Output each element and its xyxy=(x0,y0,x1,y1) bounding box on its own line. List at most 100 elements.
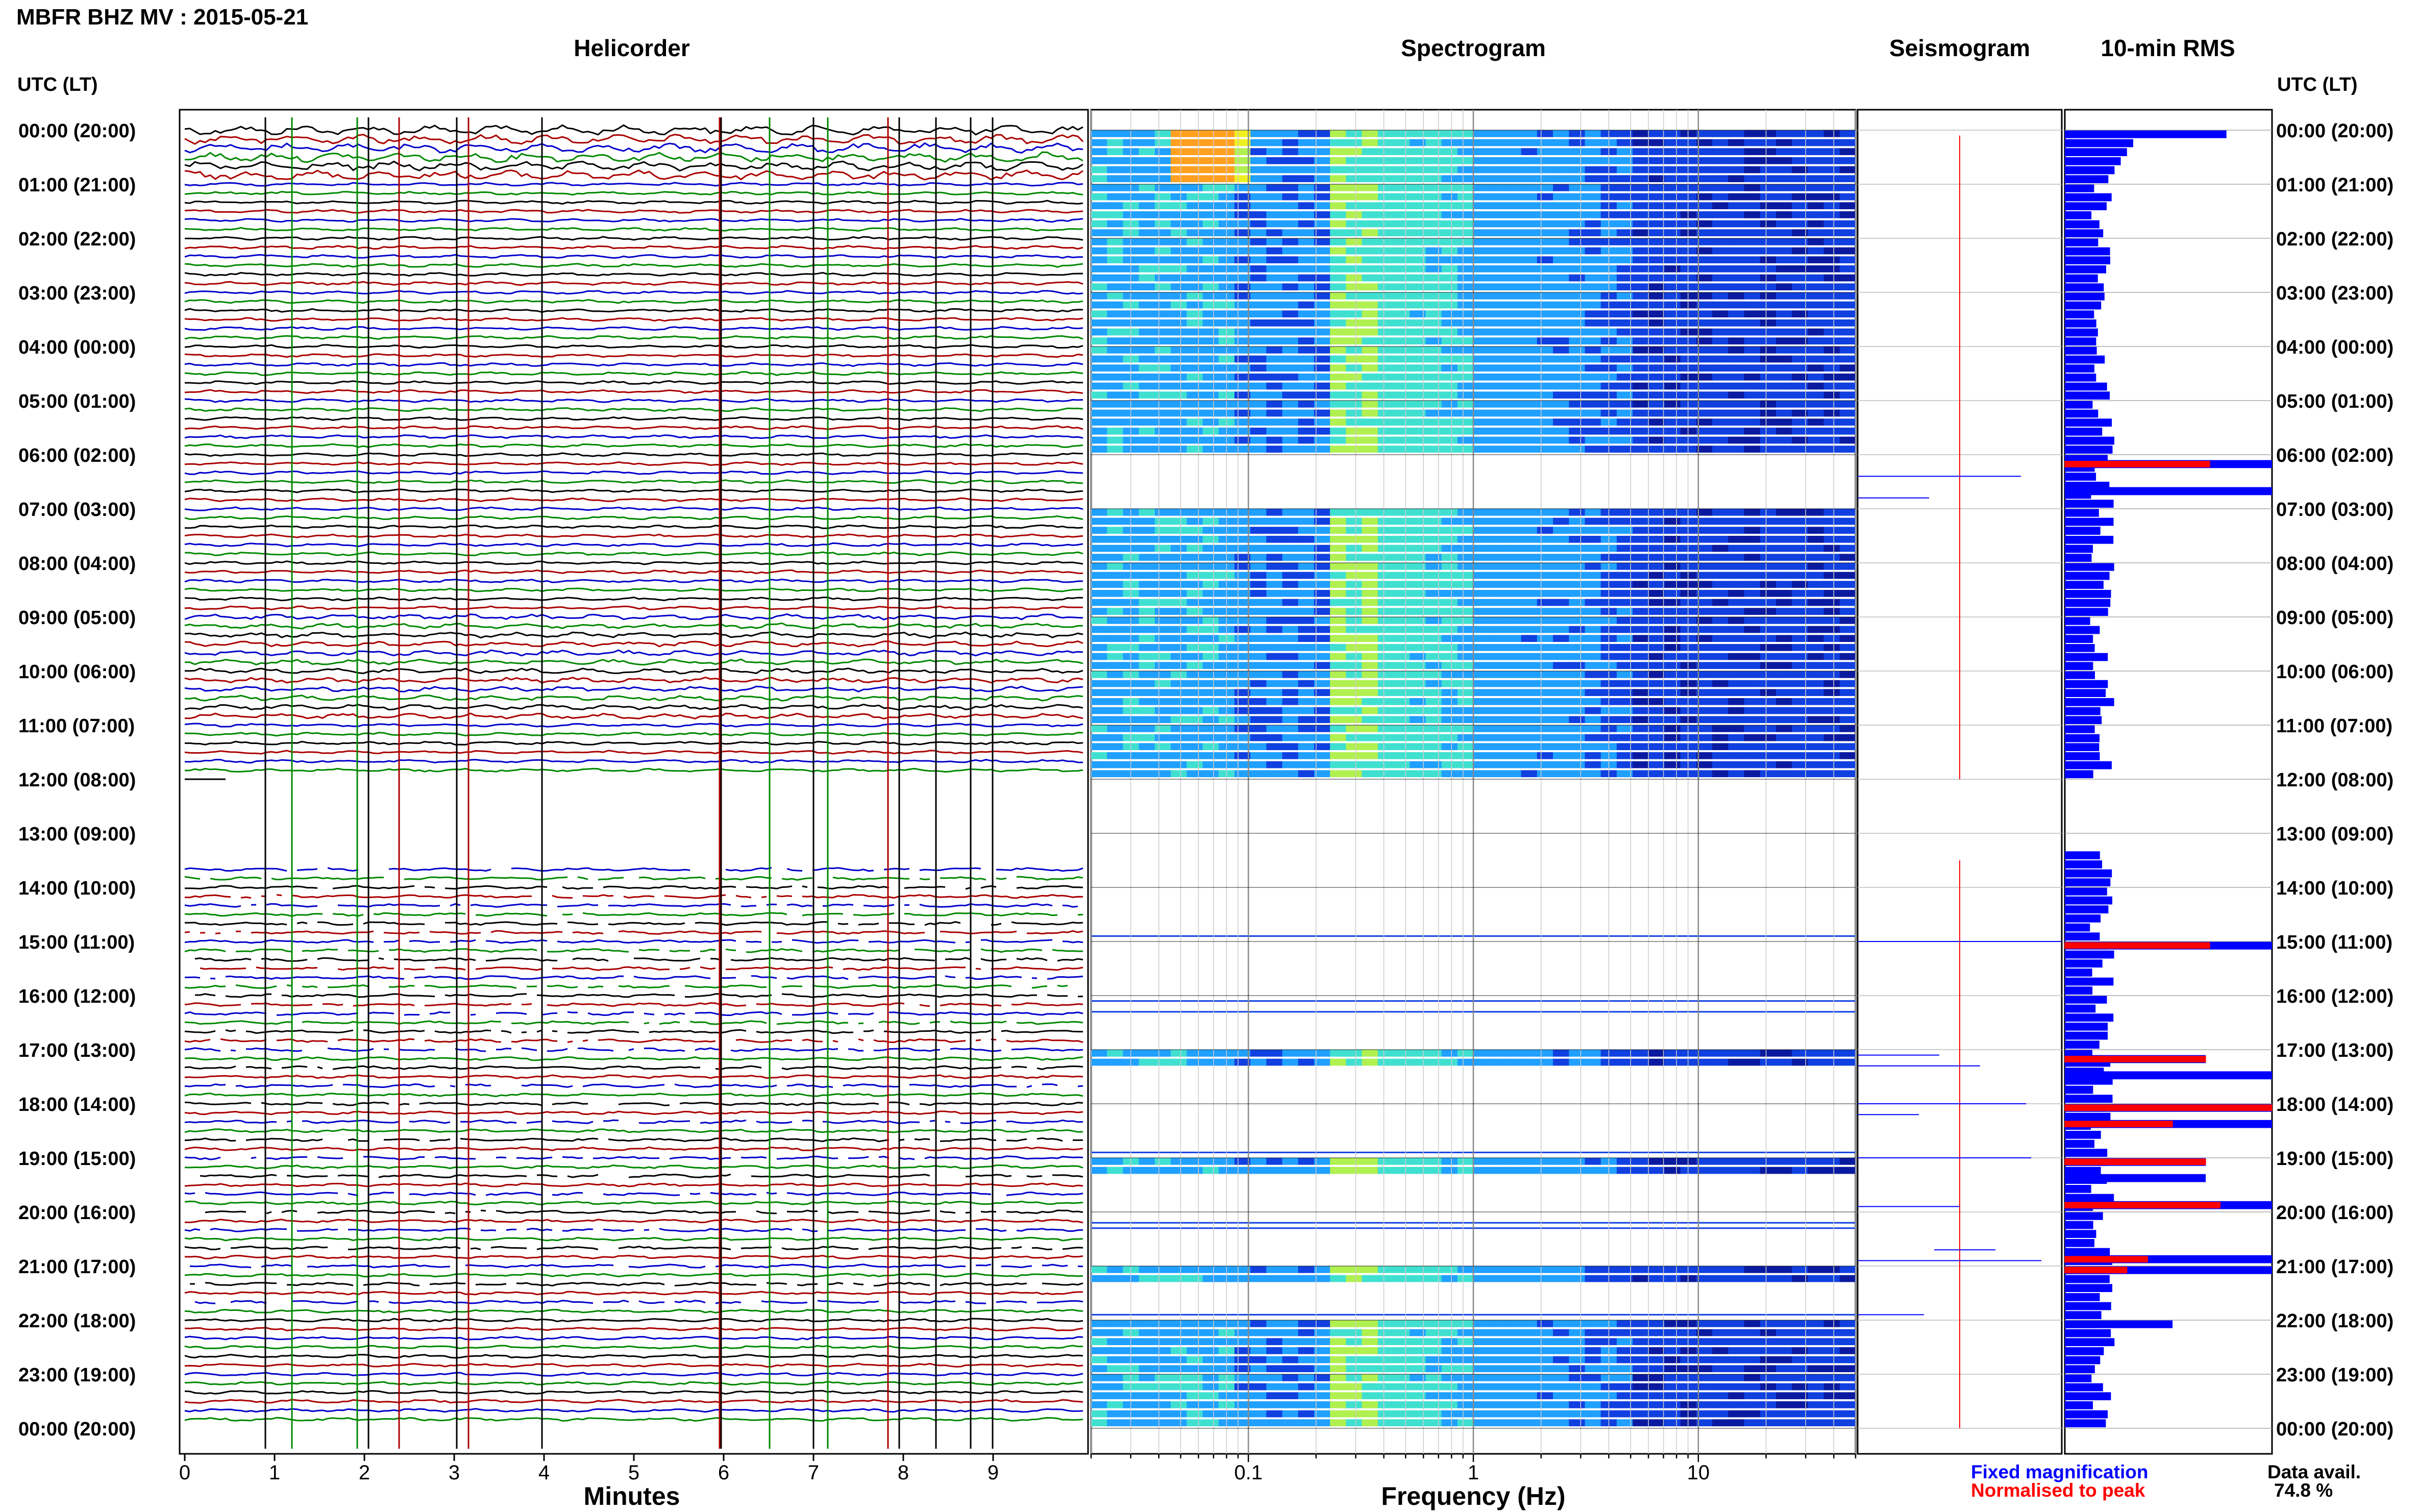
spectrogram-cell xyxy=(1585,247,1601,255)
spectrogram-cell xyxy=(1776,1410,1792,1418)
spectrogram-cell xyxy=(1314,401,1330,408)
spectrogram-cell xyxy=(1394,770,1410,777)
spectrogram-cell xyxy=(1171,310,1187,317)
spectrogram-cell xyxy=(1744,761,1761,769)
spectrogram-cell xyxy=(1823,617,1840,624)
spectrogram-cell xyxy=(1537,445,1553,453)
spectrogram-cell xyxy=(1823,725,1840,732)
spectrogram-cell xyxy=(1792,590,1809,597)
spectrogram-cell xyxy=(1425,301,1442,309)
spectrogram-cell xyxy=(1362,184,1378,191)
spectrogram-cell xyxy=(1616,590,1633,597)
spectrogram-cell xyxy=(1839,1058,1856,1066)
spectrogram-cell xyxy=(1298,1266,1315,1273)
spectrogram-cell xyxy=(1760,689,1776,696)
spectrogram-cell xyxy=(1187,346,1203,354)
spectrogram-cell xyxy=(1473,436,1490,444)
spectrogram-cell xyxy=(1123,274,1140,282)
spectrogram-cell xyxy=(1154,238,1171,245)
spectrogram-cell xyxy=(1808,247,1824,255)
spectrogram-cell xyxy=(1394,626,1410,633)
spectrogram-cell xyxy=(1425,743,1442,750)
spectrogram-cell xyxy=(1314,1419,1330,1426)
spectrogram-cell xyxy=(1744,1410,1761,1418)
spectrogram-cell xyxy=(1728,590,1745,597)
spectrogram-cell xyxy=(1154,310,1171,317)
spectrogram-cell xyxy=(1505,184,1522,191)
spectrogram-cell xyxy=(1505,689,1522,696)
spectrogram-cell xyxy=(1792,617,1809,624)
spectrogram-cell xyxy=(1107,725,1124,732)
spectrogram-cell xyxy=(1839,599,1856,606)
rms-bar-fixed xyxy=(2065,671,2095,679)
spectrogram-cell xyxy=(1569,581,1586,588)
spectrogram-cell xyxy=(1776,635,1792,642)
spectrogram-cell xyxy=(1457,725,1474,732)
spectrogram-cell xyxy=(1537,590,1553,597)
spectrogram-cell xyxy=(1441,157,1458,164)
spectrogram-cell xyxy=(1187,644,1203,651)
spectrogram-cell xyxy=(1744,707,1761,714)
spectrogram-cell xyxy=(1505,391,1522,399)
spectrogram-cell xyxy=(1553,752,1569,759)
spectrogram-cell xyxy=(1839,1338,1856,1345)
spectrogram-cell xyxy=(1410,283,1426,290)
spectrogram-cell xyxy=(1425,716,1442,723)
spectrogram-cell xyxy=(1616,725,1633,732)
spectrogram-cell xyxy=(1648,256,1665,263)
spectrogram-cell xyxy=(1377,1347,1394,1354)
spectrogram-cell xyxy=(1521,626,1538,633)
spectrogram-cell xyxy=(1250,139,1267,146)
spectrogram-cell xyxy=(1314,1347,1330,1354)
spectrogram-cell xyxy=(1521,743,1538,750)
spectrogram-cell xyxy=(1314,743,1330,750)
spectrogram-cell xyxy=(1648,337,1665,344)
spectrogram-cell xyxy=(1282,770,1299,777)
spectrogram-cell xyxy=(1505,247,1522,255)
rms-bar-fixed xyxy=(2065,1167,2101,1175)
spectrogram-cell xyxy=(1457,157,1474,164)
spectrogram-cell xyxy=(1505,536,1522,543)
spectrogram-cell xyxy=(1139,707,1155,714)
spectrogram-cell xyxy=(1696,139,1713,146)
spectrogram-cell xyxy=(1680,743,1697,750)
spectrogram-cell xyxy=(1266,1050,1283,1057)
spectrogram-cell xyxy=(1633,1320,1649,1327)
spectrogram-cell xyxy=(1823,1050,1840,1057)
spectrogram-cell xyxy=(1569,509,1586,516)
spectrogram-cell xyxy=(1664,1167,1681,1174)
helicorder-trace xyxy=(184,1083,1083,1088)
spectrogram-cell xyxy=(1760,1338,1776,1345)
spectrogram-cell xyxy=(1250,328,1267,336)
spectrogram-cell xyxy=(1457,509,1474,516)
spectrogram-cell xyxy=(1362,319,1378,327)
spectrogram-cell xyxy=(1298,544,1315,552)
spectrogram-cell xyxy=(1346,166,1363,173)
spectrogram-cell xyxy=(1760,401,1776,408)
spectrogram-cell xyxy=(1505,509,1522,516)
spectrogram-cell xyxy=(1664,671,1681,678)
spectrogram-cell xyxy=(1139,1338,1155,1345)
spectrogram-cell xyxy=(1330,130,1347,137)
spectrogram-cell xyxy=(1744,1266,1761,1273)
spectrogram-cell xyxy=(1696,148,1713,155)
spectrogram-cell xyxy=(1664,401,1681,408)
spectrogram-cell xyxy=(1362,1050,1378,1057)
spectrogram-cell xyxy=(1585,1275,1601,1282)
spectrogram-cell xyxy=(1569,346,1586,354)
spectrogram-cell xyxy=(1410,445,1426,453)
spectrogram-cell xyxy=(1266,707,1283,714)
spectrogram-cell xyxy=(1521,544,1538,552)
spectrogram-cell xyxy=(1680,1419,1697,1426)
spectrogram-cell xyxy=(1744,680,1761,687)
spectrogram-cell xyxy=(1139,1320,1155,1327)
spectrogram-cell xyxy=(1139,274,1155,282)
spectrogram-cell xyxy=(1282,572,1299,579)
spectrogram-cell xyxy=(1107,265,1124,272)
spectrogram-cell xyxy=(1648,193,1665,201)
spectrogram-cell xyxy=(1154,761,1171,769)
spectrogram-cell xyxy=(1505,680,1522,687)
spectrogram-cell xyxy=(1633,698,1649,705)
spectrogram-cell xyxy=(1314,274,1330,282)
spectrogram-cell xyxy=(1521,283,1538,290)
